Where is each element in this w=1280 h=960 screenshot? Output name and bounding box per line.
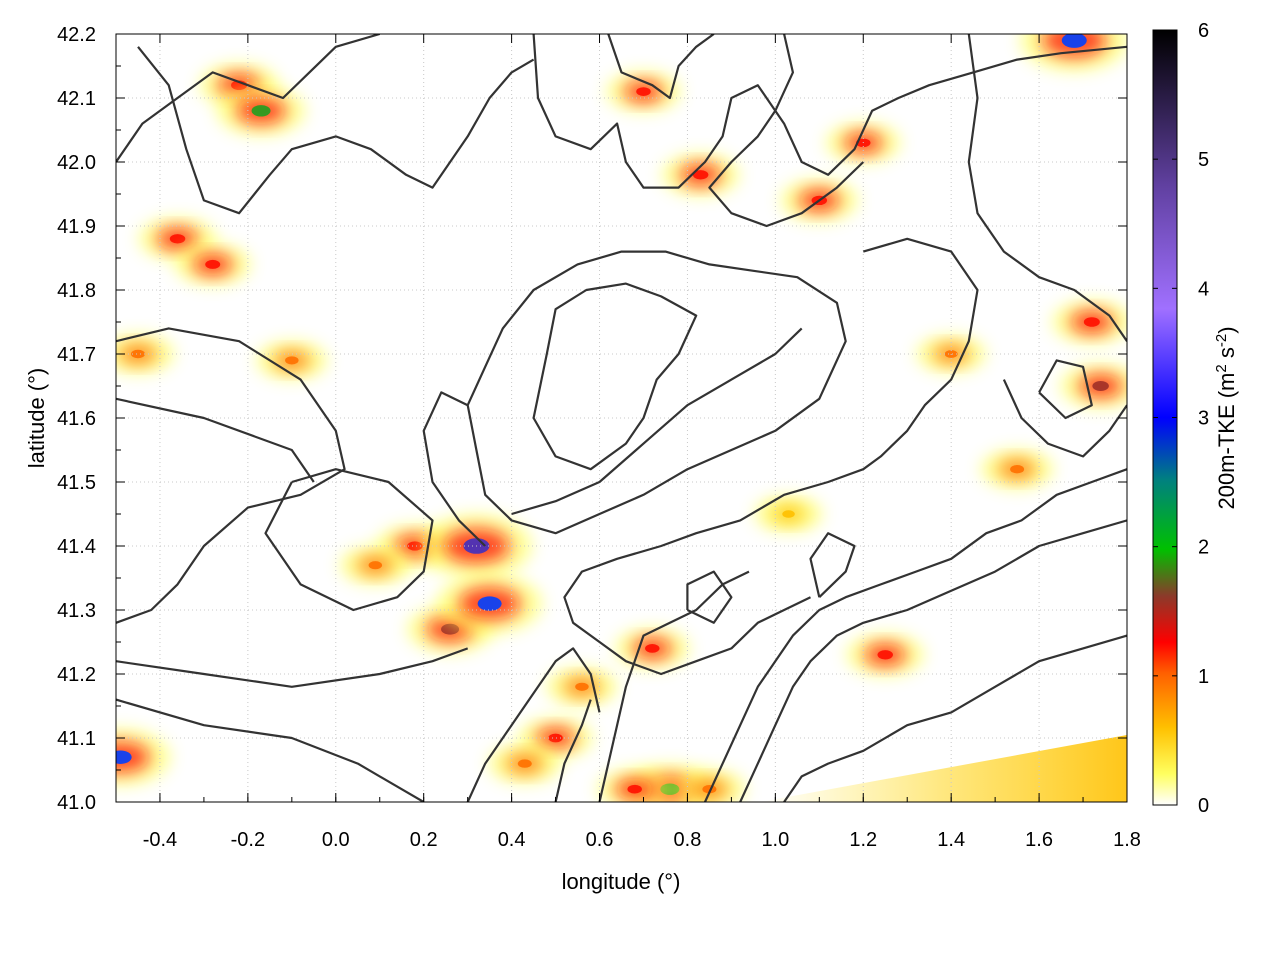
- tke-hotspot: [116, 728, 171, 786]
- contour-line: [116, 397, 315, 483]
- tke-hotspot: [661, 153, 740, 197]
- colorbar-label: 200m-TKE (m2 s-2): [1213, 326, 1240, 509]
- tke-hotspot: [754, 495, 823, 533]
- tke-hotspot: [597, 768, 672, 802]
- y-tick-label: 41.0: [57, 792, 96, 814]
- coastal-tke-band: [760, 735, 1127, 802]
- tke-hotspot: [216, 85, 306, 136]
- x-tick-label: 1.4: [937, 829, 965, 851]
- colorbar-ticks: 0 1 2 3 4 5 6: [1153, 20, 1209, 817]
- contour-layer: [116, 34, 1127, 802]
- contour-line: [554, 699, 592, 802]
- colorbar-tick-label: 3: [1198, 408, 1209, 430]
- contour-line: [422, 250, 847, 547]
- y-tick-label: 42.2: [57, 24, 96, 46]
- contour-line: [967, 34, 1127, 342]
- y-tick-label: 42.0: [57, 152, 96, 174]
- y-tick-label: 41.6: [57, 408, 96, 430]
- tke-hotspot: [116, 334, 175, 374]
- y-tick-label: 41.1: [57, 728, 96, 750]
- colorbar-tick-label: 0: [1198, 795, 1209, 817]
- contour-line: [598, 570, 750, 802]
- x-tick-label: 0.2: [410, 829, 438, 851]
- x-tick-label: 1.0: [761, 829, 789, 851]
- contour-line: [607, 34, 715, 100]
- colorbar-tick-label: 6: [1198, 20, 1209, 42]
- contour-line: [1038, 359, 1093, 420]
- contour-line: [563, 237, 979, 676]
- colorbar-tick-label: 1: [1198, 666, 1209, 688]
- y-tick-label: 41.7: [57, 344, 96, 366]
- tke-heat-layer: [116, 34, 1127, 802]
- tke-hotspot: [256, 340, 328, 380]
- contour-line: [686, 570, 733, 624]
- x-tick-label: 0.4: [498, 829, 526, 851]
- contour-line: [739, 519, 1127, 802]
- x-tick-label: 1.8: [1113, 829, 1141, 851]
- y-tick-label: 41.5: [57, 472, 96, 494]
- y-tick-label: 41.4: [57, 536, 96, 558]
- tke-hotspot: [437, 573, 543, 634]
- contour-line: [116, 327, 346, 624]
- contour-line: [783, 634, 1127, 802]
- contour-line: [532, 34, 1127, 189]
- x-axis-label: longitude (°): [562, 869, 681, 894]
- contour-line: [809, 532, 856, 598]
- contour-line: [116, 698, 425, 802]
- colorbar-tick-label: 4: [1198, 278, 1209, 300]
- x-tick-label: 1.6: [1025, 829, 1053, 851]
- tke-hotspot: [673, 769, 746, 802]
- y-tick-label: 41.3: [57, 600, 96, 622]
- colorbar-tick-label: 2: [1198, 537, 1209, 559]
- x-tick-label: 1.2: [849, 829, 877, 851]
- y-tick-label: 41.2: [57, 664, 96, 686]
- y-tick-label: 41.9: [57, 216, 96, 238]
- tke-hotspot: [1020, 34, 1127, 72]
- tke-hotspot: [606, 71, 681, 113]
- tke-hotspot: [174, 243, 251, 286]
- tke-hotspot: [846, 633, 925, 677]
- contour-line: [1002, 379, 1127, 458]
- y-axis: 41.0 41.1 41.2 41.3 41.4 41.5 41.6 41.7 41.8 41.9…: [57, 24, 1127, 814]
- tke-hotspot: [488, 743, 562, 784]
- tke-hotspot: [1060, 363, 1127, 409]
- x-tick-label: 0.8: [674, 829, 702, 851]
- tke-hotspot: [980, 449, 1054, 490]
- contour-line: [466, 647, 601, 802]
- contour-line: [708, 34, 865, 228]
- contour-line: [704, 468, 1127, 802]
- contour-line: [511, 327, 803, 516]
- y-tick-label: 41.8: [57, 280, 96, 302]
- colorbar-tick-label: 5: [1198, 149, 1209, 171]
- contour-line: [116, 647, 469, 688]
- x-tick-label: -0.2: [231, 829, 265, 851]
- tke-hotspot: [546, 667, 618, 707]
- x-tick-label: 0.0: [322, 829, 350, 851]
- tke-hotspot: [339, 545, 411, 585]
- contour-line: [532, 282, 698, 471]
- contour-line: [264, 468, 434, 612]
- tke-hotspot: [1052, 300, 1127, 344]
- tke-hotspot: [615, 627, 690, 669]
- y-tick-label: 42.1: [57, 88, 96, 110]
- x-tick-label: 0.6: [586, 829, 614, 851]
- plot-background: [116, 34, 1127, 802]
- x-axis: -0.4 -0.2 0.0 0.2 0.4 0.6 0.8 1.0 1.2 1.4 1.6 1.8: [115, 34, 1141, 851]
- x-tick-label: -0.4: [143, 829, 177, 851]
- y-axis-label: latitude (°): [24, 368, 49, 469]
- contour-line: [116, 34, 381, 163]
- contour-line: [137, 46, 535, 215]
